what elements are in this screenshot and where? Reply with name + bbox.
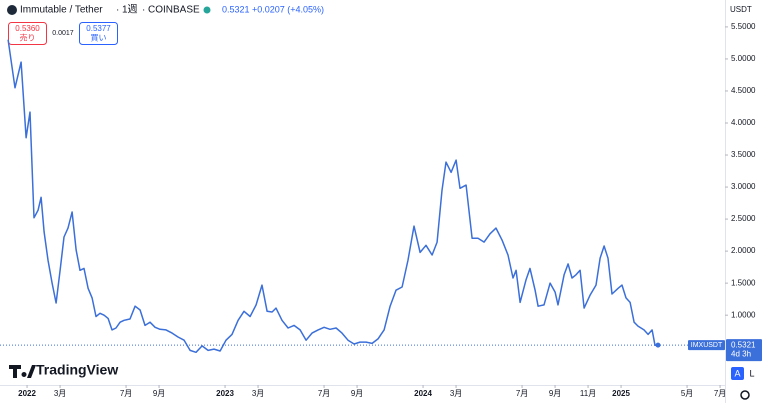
x-tick-label: 7月 — [714, 389, 726, 398]
sell-price[interactable]: 0.5360 — [15, 24, 40, 33]
price-tag-countdown: 4d 3h — [731, 349, 751, 358]
y-tick-label: 2.0000 — [731, 246, 756, 255]
separator: · — [142, 5, 145, 16]
x-tick-label: 2024 — [414, 389, 432, 398]
y-tick-label: 3.5000 — [731, 150, 756, 159]
symbol-icon — [7, 5, 17, 15]
sell-label[interactable]: 売り — [20, 33, 36, 43]
y-tick-label: 1.0000 — [731, 310, 756, 319]
x-tick-label: 11月 — [580, 389, 596, 398]
settings-icon[interactable] — [740, 390, 750, 400]
exchange: COINBASE — [148, 5, 200, 16]
sell-button[interactable] — [8, 22, 47, 45]
y-tick-label: 5.5000 — [731, 22, 756, 31]
x-tick-label: 9月 — [351, 389, 363, 398]
y-tick-label: 1.5000 — [731, 278, 756, 287]
price-line — [7, 39, 659, 354]
y-tick-label: 4.5000 — [731, 86, 756, 95]
interval: 1週 — [122, 4, 138, 16]
y-tick-label: 2.5000 — [731, 214, 756, 223]
y-tick-label: 5.0000 — [731, 54, 756, 63]
y-tick-label: 3.0000 — [731, 182, 756, 191]
x-tick-label: 2025 — [612, 389, 630, 398]
x-tick-label: 3月 — [450, 389, 462, 398]
branding: TradingView — [36, 362, 118, 378]
x-tick-label: 3月 — [252, 389, 264, 398]
symbol-name: Immutable / Tether — [20, 5, 103, 16]
market-status — [203, 6, 211, 14]
x-tick-label: 7月 — [120, 389, 132, 398]
last-point — [655, 342, 661, 348]
x-tick-label: 9月 — [153, 389, 165, 398]
buy-price[interactable]: 0.5377 — [86, 24, 111, 33]
price-change: +0.0207 (+4.05%) — [252, 4, 324, 14]
x-tick-label: 2023 — [216, 389, 234, 398]
price-tag-value: 0.5321 — [731, 340, 756, 349]
auto-scale-label[interactable]: A — [734, 368, 740, 378]
x-tick-label: 9月 — [549, 389, 561, 398]
x-tick-label: 2022 — [18, 389, 36, 398]
x-tick-label: 5月 — [681, 389, 693, 398]
spread: 0.0017 — [52, 30, 74, 37]
buy-label[interactable]: 買い — [91, 34, 107, 43]
logo-icon — [9, 365, 36, 378]
symbol-tag — [688, 340, 725, 351]
currency: USDT — [730, 5, 752, 14]
last-price: 0.5321 — [222, 4, 250, 14]
auto-scale-button[interactable] — [731, 367, 744, 380]
log-scale-label[interactable]: L — [749, 368, 754, 378]
x-tick-label: 7月 — [318, 389, 330, 398]
y-tick-label: 4.0000 — [731, 118, 756, 127]
x-tick-label: 7月 — [516, 389, 528, 398]
buy-button[interactable] — [79, 22, 118, 45]
price-tag — [726, 339, 762, 362]
x-tick-label: 3月 — [54, 389, 66, 398]
separator: · — [116, 5, 119, 16]
symbol-tag-label: IMXUSDT — [691, 342, 723, 349]
